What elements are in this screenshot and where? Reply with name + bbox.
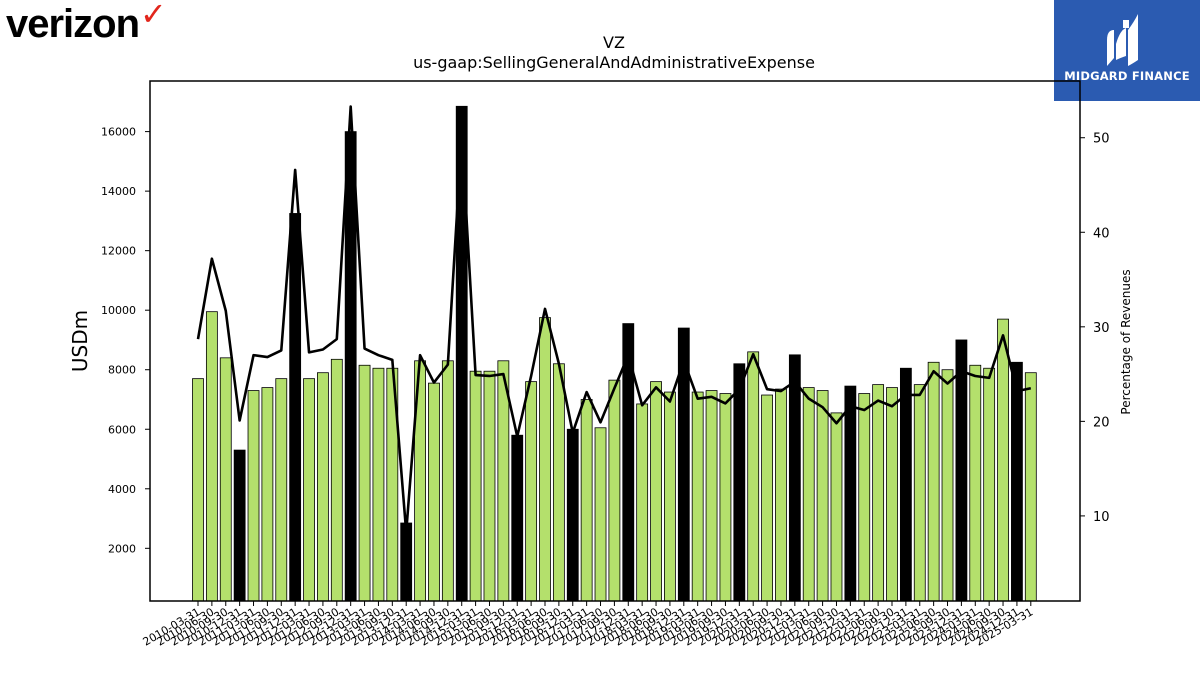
midgard-m-icon xyxy=(1107,14,1138,66)
bar-2012-06-30 xyxy=(317,372,329,602)
y-tick-label-4000: 4000 xyxy=(108,483,136,496)
y-tick-label-2000: 2000 xyxy=(108,542,136,555)
bar-2018-06-30 xyxy=(650,381,662,602)
bar-2020-03-31 xyxy=(747,351,760,602)
y-tick-label-10000: 10000 xyxy=(101,304,136,317)
y-tick-label-6000: 6000 xyxy=(108,423,136,436)
bar-2019-12-31 xyxy=(733,363,746,602)
bar-2017-09-30 xyxy=(608,379,621,602)
bar-2014-09-30 xyxy=(441,360,454,602)
bar-2024-06-30 xyxy=(983,367,996,602)
bar-2021-09-30 xyxy=(830,412,843,602)
bar-2023-03-31 xyxy=(913,384,926,602)
bar-2024-09-30 xyxy=(997,318,1009,602)
bar-2021-12-31 xyxy=(844,385,857,602)
percentage-line xyxy=(196,105,1032,534)
bar-2011-06-30 xyxy=(261,387,274,602)
y2-tick-label-50: 50 xyxy=(1093,132,1110,147)
y-tick-label-8000: 8000 xyxy=(108,364,136,377)
bar-2022-09-30 xyxy=(886,387,898,602)
bar-2012-12-31 xyxy=(344,131,357,602)
bar-2015-12-31 xyxy=(511,434,524,602)
y2-tick-label-40: 40 xyxy=(1093,226,1110,241)
bar-2016-09-30 xyxy=(552,363,565,602)
bar-2013-12-31 xyxy=(400,522,413,602)
verizon-logo: verizon✓ xyxy=(6,0,167,47)
bar-2015-06-30 xyxy=(483,370,496,602)
checkmark-icon: ✓ xyxy=(140,0,167,32)
bar-2021-03-31 xyxy=(802,387,815,602)
bar-2018-03-31 xyxy=(636,403,649,602)
bar-2017-06-30 xyxy=(594,427,607,602)
bar-2023-12-31 xyxy=(955,339,968,602)
bar-2024-12-31 xyxy=(1011,361,1023,602)
bar-2014-06-30 xyxy=(428,382,440,602)
y-tick-label-16000: 16000 xyxy=(101,126,136,139)
bar-2020-06-30 xyxy=(761,394,773,602)
bar-2020-12-31 xyxy=(788,354,801,602)
bar-2012-03-31 xyxy=(303,378,315,602)
y-axis-label: USDm xyxy=(68,310,92,372)
y2-tick-label-20: 20 xyxy=(1093,415,1110,430)
bar-2010-09-30 xyxy=(219,357,232,602)
bar-2019-06-30 xyxy=(705,390,718,602)
bar-2016-03-31 xyxy=(525,381,538,602)
bar-2011-09-30 xyxy=(275,378,288,602)
bar-2019-09-30 xyxy=(719,393,732,602)
y2-axis-label: Percentage of Revenues xyxy=(1119,269,1133,414)
bar-2022-06-30 xyxy=(872,384,885,602)
bar-2012-09-30 xyxy=(330,358,343,602)
bar-2025-03-31 xyxy=(1024,372,1037,602)
bar-2022-12-31 xyxy=(899,367,912,602)
bar-2020-09-30 xyxy=(775,388,787,602)
y-tick-label-14000: 14000 xyxy=(101,185,136,198)
bar-2013-03-31 xyxy=(358,364,371,602)
bar-2024-03-31 xyxy=(969,364,982,602)
bar-2019-03-31 xyxy=(691,391,704,602)
bar-2016-12-31 xyxy=(566,428,579,602)
bar-2010-12-31 xyxy=(233,449,246,602)
chart-title: VZ xyxy=(603,33,625,52)
bar-2021-06-30 xyxy=(816,390,829,602)
y-tick-label-12000: 12000 xyxy=(101,245,136,258)
y2-tick-label-30: 30 xyxy=(1093,321,1110,336)
midgard-finance-logo-text: MIDGARD FINANCE xyxy=(1064,69,1190,83)
chart-subtitle: us-gaap:SellingGeneralAndAdministrativeE… xyxy=(413,53,815,72)
bar-2011-03-31 xyxy=(247,390,260,602)
bar-2023-06-30 xyxy=(927,361,940,602)
bar-2017-03-31 xyxy=(580,399,593,602)
bar-2010-06-30 xyxy=(205,311,218,602)
bar-2023-09-30 xyxy=(941,369,954,602)
bar-2016-06-30 xyxy=(539,317,551,602)
bar-2022-03-31 xyxy=(858,393,871,602)
bar-2018-09-30 xyxy=(664,391,676,602)
bar-2011-12-31 xyxy=(289,213,302,602)
y2-tick-label-10: 10 xyxy=(1093,510,1110,525)
midgard-finance-logo: MIDGARD FINANCE xyxy=(1054,0,1200,101)
bar-2013-06-30 xyxy=(372,367,385,602)
plot-frame xyxy=(149,80,1081,602)
bar-2010-03-31 xyxy=(192,378,204,602)
bar-2015-03-31 xyxy=(469,370,482,602)
